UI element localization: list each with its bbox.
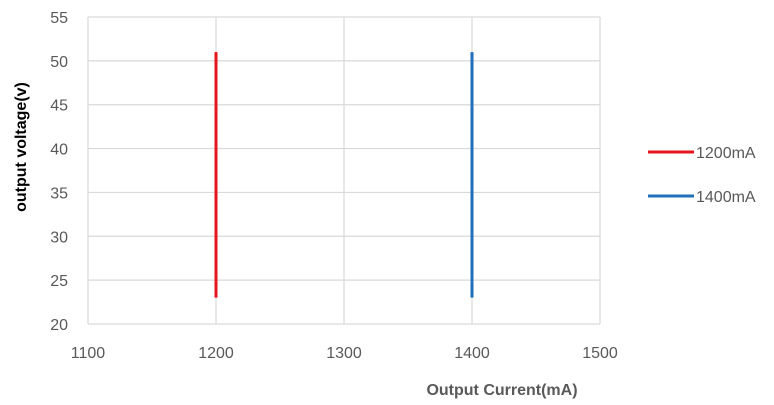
gridlines xyxy=(87,16,601,325)
y-tick-label-40: 40 xyxy=(50,142,68,159)
x-tick-label-1200: 1200 xyxy=(198,345,234,362)
y-tick-label-35: 35 xyxy=(50,185,68,202)
y-tick-label-25: 25 xyxy=(50,273,68,290)
y-tick-label-45: 45 xyxy=(50,98,68,115)
legend-label-1400mA: 1400mA xyxy=(696,189,756,206)
x-tick-label-1300: 1300 xyxy=(326,345,362,362)
y-tick-label-55: 55 xyxy=(50,10,68,27)
y-axis-title: output voltage(v) xyxy=(13,82,30,212)
legend: 1200mA 1400mA xyxy=(648,145,756,206)
x-tick-label-1100: 1100 xyxy=(71,345,106,362)
x-tick-label-1400: 1400 xyxy=(454,345,490,362)
x-axis-title: Output Current(mA) xyxy=(426,382,577,399)
series-lines xyxy=(214,52,474,298)
x-tick-label-1500: 1500 xyxy=(582,345,618,362)
y-tick-labels: 20 25 30 35 40 45 50 55 xyxy=(50,10,68,334)
legend-label-1200mA: 1200mA xyxy=(696,145,756,162)
y-tick-label-50: 50 xyxy=(50,54,68,71)
x-tick-labels: 1100 1200 1300 1400 1500 xyxy=(71,345,618,362)
y-tick-label-30: 30 xyxy=(50,229,68,246)
y-tick-label-20: 20 xyxy=(50,317,68,334)
